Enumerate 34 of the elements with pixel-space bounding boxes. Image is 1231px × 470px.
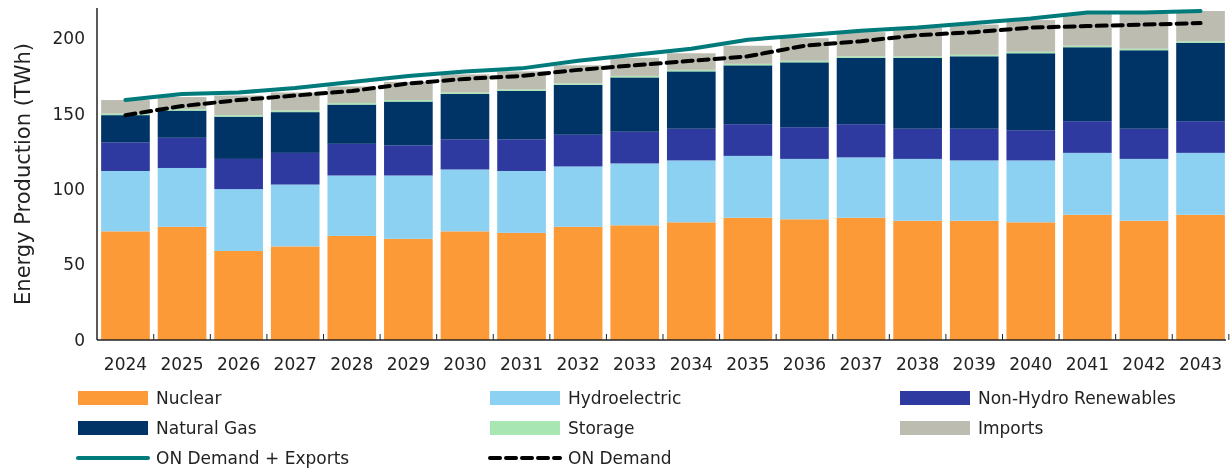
y-tick-label: 100 bbox=[52, 179, 85, 200]
legend-label: Storage bbox=[568, 417, 635, 438]
x-tick-label: 2038 bbox=[895, 354, 940, 374]
x-tick-label: 2039 bbox=[952, 354, 996, 374]
legend-label: Nuclear bbox=[156, 387, 222, 408]
y-tick-label: 150 bbox=[52, 103, 85, 124]
y-tick-label: 0 bbox=[74, 329, 85, 350]
x-tick-label: 2035 bbox=[726, 354, 770, 374]
legend-label: Imports bbox=[978, 417, 1044, 438]
x-tick-label: 2036 bbox=[782, 354, 827, 374]
legend-label: ON Demand bbox=[568, 447, 672, 468]
x-tick-label: 2024 bbox=[103, 354, 148, 374]
x-tick-label: 2043 bbox=[1178, 354, 1223, 374]
y-axis-title: Energy Production (TWh) bbox=[11, 43, 35, 305]
x-tick-label: 2025 bbox=[160, 354, 204, 374]
legend-label: Hydroelectric bbox=[568, 387, 682, 408]
x-tick-label: 2030 bbox=[443, 354, 487, 374]
x-tick-label: 2033 bbox=[613, 354, 657, 374]
x-tick-label: 2042 bbox=[1122, 354, 1166, 374]
y-tick-label: 200 bbox=[52, 28, 85, 49]
x-tick-label: 2031 bbox=[499, 354, 544, 374]
legend-label: Natural Gas bbox=[156, 417, 257, 438]
x-tick-label: 2027 bbox=[273, 354, 317, 374]
legend-label: ON Demand + Exports bbox=[156, 447, 350, 468]
x-tick-label: 2026 bbox=[217, 354, 261, 374]
y-tick-label: 50 bbox=[63, 254, 85, 275]
x-tick-label: 2037 bbox=[839, 354, 883, 374]
x-tick-label: 2029 bbox=[386, 354, 431, 374]
x-tick-label: 2041 bbox=[1065, 354, 1109, 374]
x-tick-label: 2040 bbox=[1009, 354, 1053, 374]
x-tick-label: 2028 bbox=[330, 354, 374, 374]
x-tick-label: 2034 bbox=[669, 354, 713, 374]
legend-label: Non-Hydro Renewables bbox=[978, 387, 1177, 408]
x-tick-label: 2032 bbox=[556, 354, 600, 374]
